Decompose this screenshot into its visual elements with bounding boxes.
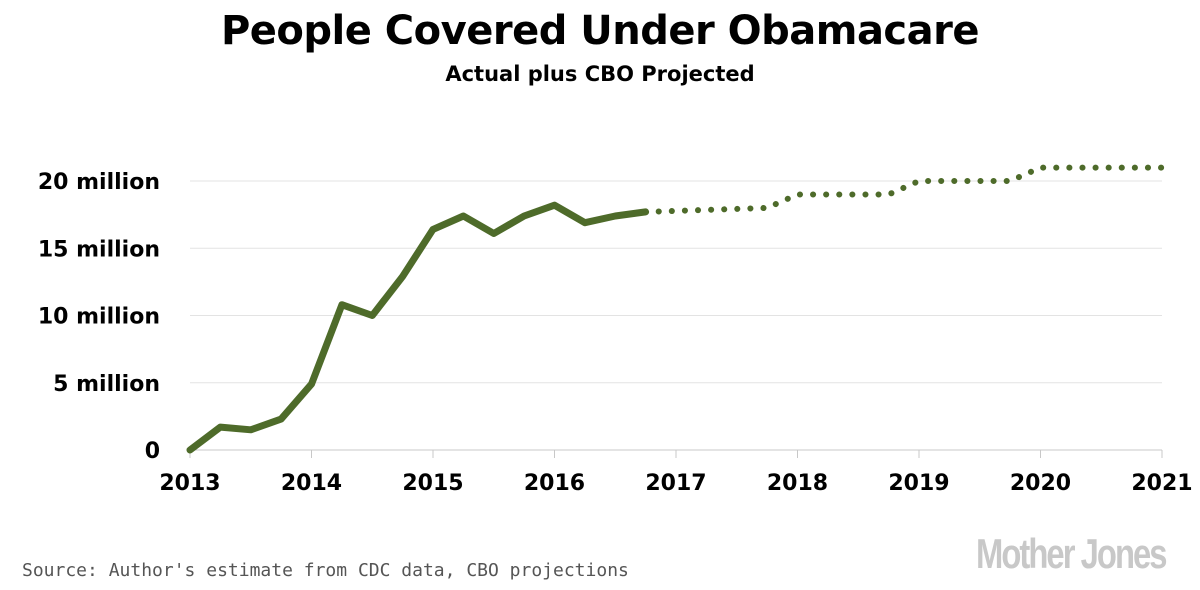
actual-series-line — [186, 201, 650, 454]
x-tick-label: 2017 — [645, 471, 706, 496]
source-note: Source: Author's estimate from CDC data,… — [22, 560, 629, 581]
x-tick-label: 2013 — [159, 471, 220, 496]
x-tick-label: 2014 — [281, 471, 342, 496]
mother-jones-logo: Mother Jones — [976, 530, 1168, 577]
x-tick-label: 2018 — [767, 471, 828, 496]
x-tick-label: 2015 — [402, 471, 463, 496]
chart-title: People Covered Under Obamacare — [220, 8, 980, 54]
x-tick-label: 2019 — [888, 471, 949, 496]
y-tick-label: 20 million — [38, 170, 160, 195]
y-tick-label: 10 million — [38, 305, 160, 330]
y-tick-label: 15 million — [38, 237, 160, 262]
projected-series-line — [642, 164, 1165, 215]
y-tick-label: 5 million — [53, 372, 160, 397]
y-tick-label: 0 — [145, 439, 160, 464]
x-tick-label: 2021 — [1131, 471, 1192, 496]
chart-subtitle: Actual plus CBO Projected — [445, 62, 755, 86]
x-tick-label: 2016 — [524, 471, 585, 496]
x-tick-label: 2020 — [1010, 471, 1071, 496]
